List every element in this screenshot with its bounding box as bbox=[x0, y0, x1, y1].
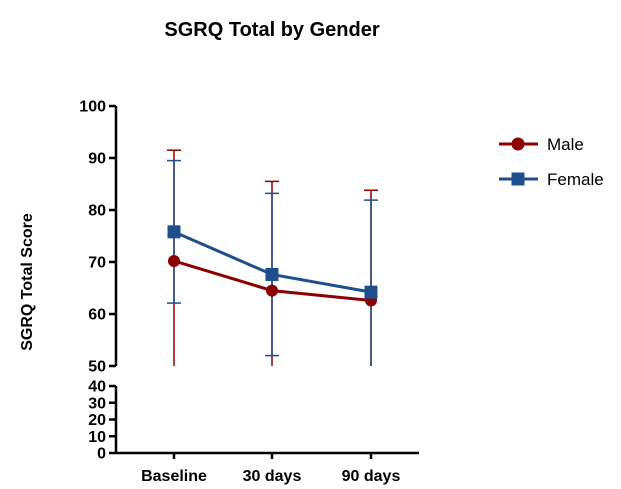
y-tick-label: 20 bbox=[88, 412, 106, 429]
data-point-female bbox=[167, 225, 181, 239]
data-point-male bbox=[168, 254, 180, 267]
legend-marker-male bbox=[511, 137, 525, 151]
y-tick-label: 90 bbox=[88, 151, 106, 168]
x-tick-label: Baseline bbox=[141, 468, 207, 485]
x-tick-label: 90 days bbox=[342, 468, 401, 485]
legend-label-female: Female bbox=[547, 170, 604, 189]
y-tick-label: 100 bbox=[79, 99, 106, 116]
y-tick-label: 40 bbox=[88, 379, 106, 396]
y-tick-label: 10 bbox=[88, 429, 106, 446]
y-axis-label: SGRQ Total Score bbox=[19, 213, 36, 351]
y-tick-label: 80 bbox=[88, 203, 106, 220]
legend-label-male: Male bbox=[547, 135, 584, 154]
series-markers bbox=[167, 225, 378, 307]
y-tick-label: 60 bbox=[88, 307, 106, 324]
data-point-female bbox=[265, 267, 279, 281]
data-point-female bbox=[364, 285, 378, 299]
x-tick-label: 30 days bbox=[243, 468, 302, 485]
y-tick-label: 0 bbox=[97, 446, 106, 463]
chart-title: SGRQ Total by Gender bbox=[164, 19, 379, 41]
legend-marker-female bbox=[511, 172, 525, 186]
y-tick-label: 50 bbox=[88, 359, 106, 376]
legend: Male Female bbox=[499, 135, 604, 189]
y-tick-label: 70 bbox=[88, 255, 106, 272]
data-point-male bbox=[266, 284, 278, 297]
y-tick-label: 30 bbox=[88, 395, 106, 412]
error-bars bbox=[167, 149, 378, 366]
